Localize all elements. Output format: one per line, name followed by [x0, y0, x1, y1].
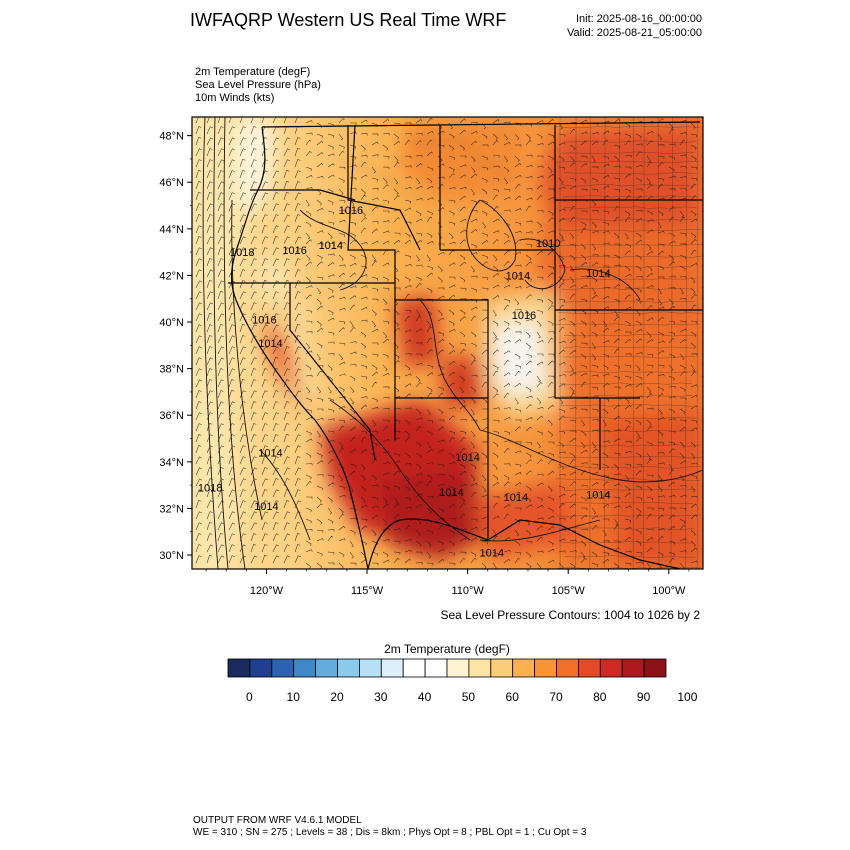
lon-tick-label: 100°W	[652, 585, 686, 597]
contour-note: Sea Level Pressure Contours: 1004 to 102…	[440, 608, 701, 622]
colorbar-label: 0	[246, 690, 253, 704]
colorbar-swatch	[271, 658, 295, 678]
lat-tick-label: 34°N	[159, 457, 184, 469]
model-info-line2: WE = 310 ; SN = 275 ; Levels = 38 ; Dis …	[193, 827, 587, 838]
pressure-labels: 1018 1016 1014 1016 1010 1014 1014 1016 1016 1014…	[198, 205, 611, 560]
colorbar-swatch	[643, 658, 667, 678]
lon-tick-label: 120°W	[250, 585, 284, 597]
colorbar-swatch	[249, 658, 273, 678]
pressure-label: 1018	[230, 247, 254, 259]
county-lines	[554, 117, 703, 569]
colorbar-swatch	[512, 658, 536, 678]
pressure-label: 1014	[586, 489, 610, 501]
pressure-label: 1016	[512, 310, 536, 322]
pressure-label: 1018	[198, 482, 222, 494]
colorbar-swatch	[358, 658, 382, 678]
colorbar-label: 60	[506, 690, 520, 704]
lat-tick-label: 44°N	[159, 224, 184, 236]
colorbar-swatch	[337, 658, 360, 678]
wind-barb-grid	[195, 117, 703, 569]
pressure-label: 1014	[504, 492, 528, 504]
colorbar-swatch	[227, 658, 251, 678]
lat-tick-label: 46°N	[159, 177, 184, 189]
lat-tick-label: 30°N	[159, 550, 184, 562]
longitude-axis: 120°W 115°W 110°W 105°W 100°W	[205, 569, 690, 597]
temperature-colorbar: 0 10 20 30 40 50 60 70 80 90 100	[227, 658, 698, 704]
colorbar-label: 80	[593, 690, 607, 704]
map-title: IWFAQRP Western US Real Time WRF	[190, 10, 507, 30]
pressure-label: 1010	[536, 238, 560, 250]
colorbar-label: 70	[549, 690, 563, 704]
colorbar-swatch	[490, 658, 514, 678]
pressure-label: 1016	[282, 245, 306, 257]
pressure-label: 1014	[439, 487, 463, 499]
colorbar-swatch	[315, 658, 338, 678]
pressure-label: 1014	[258, 338, 282, 350]
colorbar-label: 50	[462, 690, 476, 704]
colorbar-swatch	[446, 658, 470, 678]
lat-tick-label: 36°N	[159, 410, 184, 422]
model-info-line1: OUTPUT FROM WRF V4.6.1 MODEL	[193, 815, 362, 826]
temperature-field	[192, 117, 703, 569]
init-time: Init: 2025-08-16_00:00:00	[576, 13, 702, 25]
colorbar-swatch	[380, 658, 404, 678]
wind-barbs	[195, 117, 703, 569]
pressure-label: 1016	[339, 205, 363, 217]
pressure-label: 1016	[252, 315, 276, 327]
pressure-contours	[202, 117, 703, 569]
colorbar-label: 100	[677, 690, 697, 704]
colorbar-swatch	[402, 658, 426, 678]
colorbar-title: 2m Temperature (degF)	[384, 642, 510, 656]
colorbar-swatch	[556, 658, 579, 678]
state-boundaries	[228, 121, 703, 569]
colorbar-swatch	[578, 658, 601, 678]
lat-tick-label: 38°N	[159, 364, 184, 376]
lat-tick-label: 40°N	[159, 317, 184, 329]
colorbar-swatch	[293, 658, 317, 678]
pressure-label: 1014	[258, 448, 282, 460]
colorbar-swatch	[468, 658, 492, 678]
pressure-label: 1014	[319, 240, 343, 252]
lon-tick-label: 115°W	[351, 585, 384, 597]
colorbar-swatch	[534, 658, 557, 678]
lon-tick-label: 105°W	[552, 585, 586, 597]
lat-tick-label: 42°N	[159, 270, 184, 282]
colorbar-swatch	[424, 658, 448, 678]
colorbar-label: 40	[418, 690, 432, 704]
lat-tick-label: 32°N	[159, 503, 184, 515]
lon-tick-label: 110°W	[451, 585, 484, 597]
colorbar-swatch	[599, 658, 623, 678]
lat-tick-label: 48°N	[159, 131, 184, 143]
pressure-label: 1014	[506, 270, 530, 282]
field-label-pressure: Sea Level Pressure (hPa)	[195, 79, 321, 91]
county-grid	[554, 117, 703, 569]
field-label-temperature: 2m Temperature (degF)	[195, 66, 311, 78]
pressure-label: 1014	[480, 548, 504, 560]
colorbar-label: 10	[287, 690, 301, 704]
field-label-winds: 10m Winds (kts)	[195, 92, 275, 104]
valid-time: Valid: 2025-08-21_05:00:00	[567, 27, 702, 39]
pressure-label: 1014	[455, 452, 479, 464]
colorbar-label: 20	[330, 690, 344, 704]
colorbar-label: 90	[637, 690, 651, 704]
latitude-axis: 30°N 32°N 34°N 36°N 38°N 40°N 42°N 44°N 46°N 48°N	[159, 131, 192, 562]
pressure-label: 1014	[586, 268, 610, 280]
colorbar-swatch	[621, 658, 645, 678]
colorbar-label: 30	[374, 690, 388, 704]
pressure-label: 1014	[254, 501, 278, 513]
